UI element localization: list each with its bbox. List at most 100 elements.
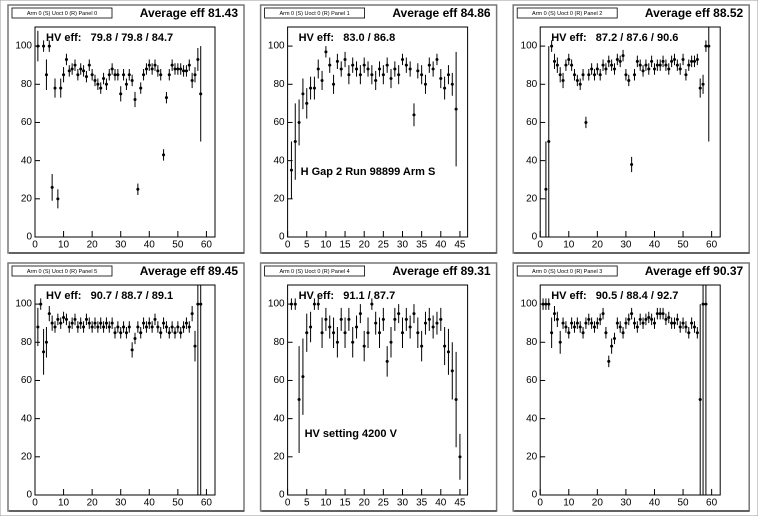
pad-frame bbox=[7, 262, 245, 512]
point bbox=[343, 331, 347, 335]
point bbox=[305, 101, 309, 105]
point bbox=[607, 359, 611, 363]
point bbox=[547, 302, 551, 306]
x-tick-label: 0 bbox=[537, 498, 543, 509]
point bbox=[99, 321, 103, 325]
x-tick-label: 0 bbox=[537, 240, 543, 251]
point bbox=[652, 321, 656, 325]
point bbox=[381, 73, 385, 77]
x-tick-label: 45 bbox=[454, 240, 466, 251]
plot-frame bbox=[539, 284, 721, 496]
point bbox=[351, 63, 355, 67]
point bbox=[130, 78, 134, 82]
point bbox=[695, 57, 699, 61]
point bbox=[316, 302, 320, 306]
panel-title: Arm 0 (S) Uoct 0 (R) Panel 5 bbox=[27, 269, 97, 275]
points bbox=[289, 46, 458, 199]
point bbox=[550, 44, 554, 48]
point bbox=[124, 331, 128, 335]
x-tick-label: 30 bbox=[115, 498, 127, 509]
x-tick-label: 20 bbox=[87, 498, 99, 509]
point bbox=[381, 317, 385, 321]
point bbox=[59, 321, 63, 325]
panel: 0 20 40 60 80 100 0 10 20 30 40 50 60 Arm 0 (S) Uoct … bbox=[512, 262, 750, 512]
point bbox=[339, 317, 343, 321]
point bbox=[42, 44, 46, 48]
point bbox=[176, 67, 180, 71]
title-box bbox=[264, 265, 366, 277]
point bbox=[96, 82, 100, 86]
point bbox=[423, 321, 427, 325]
point bbox=[578, 325, 582, 329]
point bbox=[672, 57, 676, 61]
point bbox=[332, 331, 336, 335]
point bbox=[199, 92, 203, 96]
point bbox=[389, 77, 393, 81]
x-tick-label: 10 bbox=[58, 498, 70, 509]
x-tick-label: 30 bbox=[620, 498, 632, 509]
point bbox=[190, 312, 194, 316]
point bbox=[610, 63, 614, 67]
point bbox=[450, 82, 454, 86]
point bbox=[618, 59, 622, 63]
x-tick-label: 30 bbox=[397, 498, 409, 509]
point bbox=[578, 82, 582, 86]
y-tick-label: 100 bbox=[521, 299, 538, 310]
point bbox=[670, 321, 674, 325]
point bbox=[62, 73, 66, 77]
points bbox=[544, 27, 711, 237]
point bbox=[690, 59, 694, 63]
annotation: HV setting 4200 V bbox=[305, 428, 398, 440]
y-tick-label: 40 bbox=[273, 413, 285, 424]
x-tick-label: 50 bbox=[172, 498, 184, 509]
y-tick-label: 80 bbox=[273, 337, 285, 348]
point bbox=[641, 321, 645, 325]
point bbox=[420, 73, 424, 77]
point bbox=[110, 321, 114, 325]
point bbox=[59, 86, 63, 90]
point bbox=[601, 63, 605, 67]
panel: 0 20 40 60 80 100 0 10 20 30 40 50 60 Arm 0 (S) Uoct … bbox=[7, 4, 245, 254]
point bbox=[347, 317, 351, 321]
point bbox=[692, 59, 696, 63]
point bbox=[630, 312, 634, 316]
x-tick-label: 10 bbox=[563, 498, 575, 509]
point bbox=[681, 57, 685, 61]
point bbox=[416, 331, 420, 335]
point bbox=[136, 187, 140, 191]
point bbox=[122, 325, 126, 329]
point bbox=[587, 73, 591, 77]
x-tick-label: 10 bbox=[563, 240, 575, 251]
point bbox=[358, 312, 362, 316]
x-tick-label: 45 bbox=[454, 498, 466, 509]
point bbox=[136, 325, 140, 329]
y-tick-label: 0 bbox=[279, 490, 285, 501]
y-tick-label: 40 bbox=[526, 413, 538, 424]
point bbox=[79, 321, 83, 325]
point bbox=[667, 315, 671, 319]
y-tick-label: 20 bbox=[21, 451, 33, 462]
point bbox=[570, 63, 574, 67]
point bbox=[44, 73, 48, 77]
panel: 0 20 40 60 80 100 0 5 10 15 20 25 30 35 40 45 Arm 0 (S) … bbox=[259, 4, 498, 254]
point bbox=[289, 302, 293, 306]
point bbox=[439, 317, 443, 321]
point bbox=[320, 78, 324, 82]
point bbox=[324, 317, 328, 321]
title-box bbox=[264, 7, 366, 19]
point bbox=[435, 57, 439, 61]
point bbox=[592, 325, 596, 329]
pad-frame bbox=[259, 262, 498, 512]
y-tick-label: 80 bbox=[273, 79, 285, 90]
point bbox=[385, 359, 389, 363]
point bbox=[196, 302, 200, 306]
point bbox=[612, 67, 616, 71]
point bbox=[76, 73, 80, 77]
points bbox=[541, 285, 708, 495]
point bbox=[612, 336, 616, 340]
point bbox=[150, 67, 154, 71]
x-tick-label: 10 bbox=[320, 240, 332, 251]
point bbox=[144, 67, 148, 71]
point bbox=[552, 59, 556, 63]
